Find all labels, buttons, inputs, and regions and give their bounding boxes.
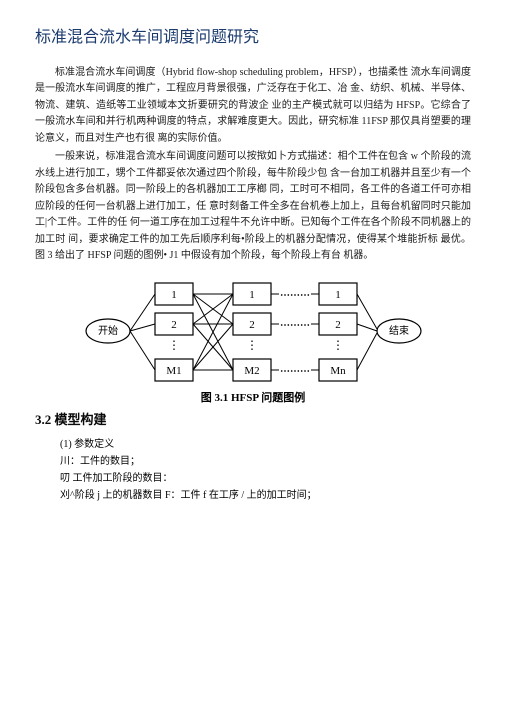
paragraph-2: 一般来说，标准混合流水车间调度问题可以按揿如卜方式描述：相个工件在包含 w 个阶… bbox=[35, 149, 471, 265]
col3-dots: ⋮ bbox=[332, 338, 344, 352]
col2-dots: ⋮ bbox=[246, 338, 258, 352]
row1-ellipsis: ⋯⋯⋯ bbox=[280, 290, 310, 301]
col3-M: Mn bbox=[330, 365, 346, 377]
end-label: 结束 bbox=[389, 324, 409, 337]
row3-ellipsis: ⋯⋯⋯ bbox=[280, 366, 310, 377]
param-line-3: 刈^阶段 j 上的机器数目 F：工件 f 在工序 / 上的加工时间； bbox=[60, 487, 471, 504]
col1-box1: 1 bbox=[171, 289, 177, 301]
hfsp-diagram: 开始 1 2 ⋮ M1 1 2 ⋮ M2 ⋯⋯⋯ ⋯⋯⋯ ⋯⋯⋯ 1 2 ⋮ M… bbox=[83, 271, 423, 406]
col2-box1: 1 bbox=[249, 289, 255, 301]
diagram-container: 开始 1 2 ⋮ M1 1 2 ⋮ M2 ⋯⋯⋯ ⋯⋯⋯ ⋯⋯⋯ 1 2 ⋮ M… bbox=[35, 271, 471, 406]
col2-box2: 2 bbox=[249, 319, 255, 331]
col1-dots: ⋮ bbox=[168, 338, 180, 352]
col3-box1: 1 bbox=[335, 289, 341, 301]
col2-M: M2 bbox=[244, 365, 259, 377]
start-label: 开始 bbox=[98, 324, 118, 337]
col1-M: M1 bbox=[166, 365, 181, 377]
paragraph-1: 标准混合流水车间调度（Hybrid flow-shop scheduling p… bbox=[35, 65, 471, 148]
diagram-caption: 图 3.1 HFSP 问题图例 bbox=[201, 390, 306, 404]
param-line-2: 叨 工件加工阶段的数目： bbox=[60, 470, 471, 487]
param-line-1: 川：工件的数目； bbox=[60, 453, 471, 470]
page-title: 标准混合流水车间调度问题研究 bbox=[35, 25, 471, 51]
col3-box2: 2 bbox=[335, 319, 341, 331]
param-def-head: (1) 参数定义 bbox=[60, 436, 471, 453]
row2-ellipsis: ⋯⋯⋯ bbox=[280, 320, 310, 331]
col1-box2: 2 bbox=[171, 319, 177, 331]
section-heading: 3.2 模型构建 bbox=[35, 410, 471, 431]
